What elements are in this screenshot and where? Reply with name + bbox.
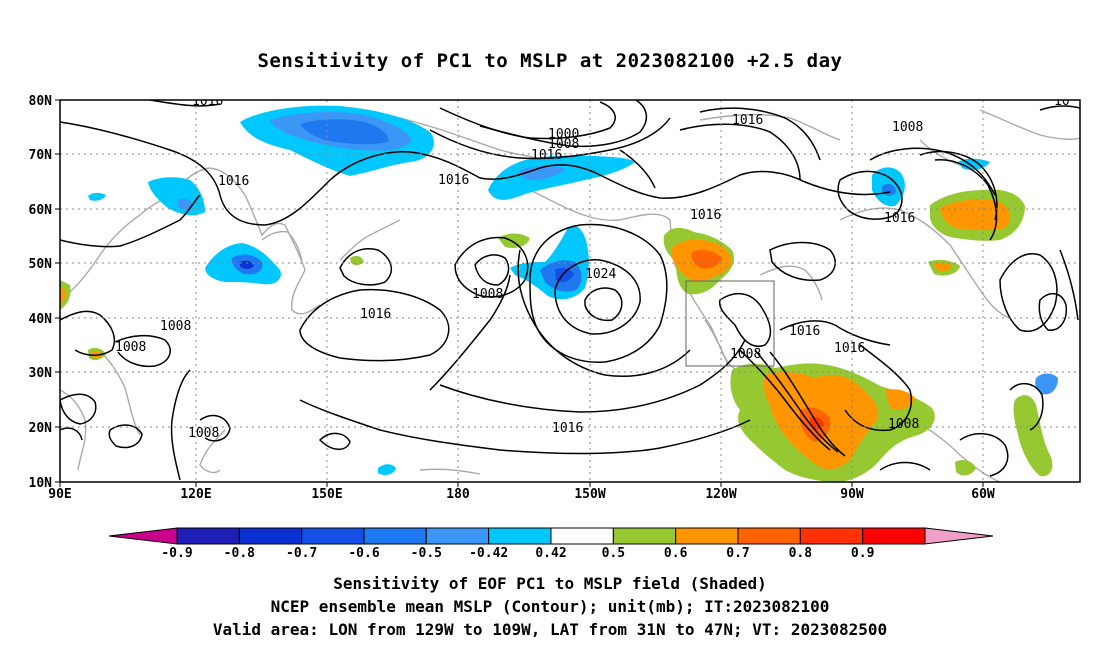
contour-label: 1008 — [730, 347, 761, 362]
colorbar-swatch — [363, 527, 427, 545]
colorbar-label: -0.6 — [348, 546, 379, 561]
colorbar-label: 0.9 — [851, 546, 874, 561]
contour-label: 1016 — [789, 324, 820, 339]
lat-label-60n: 60N — [29, 203, 53, 218]
colorbar-label: -0.9 — [161, 546, 192, 561]
map-figure: 1016 1016 1016 1016 1016 1016 1016 1016 … — [29, 94, 1081, 561]
colorbar-label: 0.7 — [726, 546, 749, 561]
colorbar-swatch — [612, 527, 677, 545]
lon-label-150e: 150E — [311, 487, 342, 502]
lat-label-30n: 30N — [29, 366, 53, 381]
contour-labels: 1016 1016 1016 1016 1016 1016 1016 1016 … — [115, 94, 1070, 441]
lat-label-50n: 50N — [29, 257, 53, 272]
colorbar-arrow-low — [108, 527, 178, 545]
caption-line-2: NCEP ensemble mean MSLP (Contour); unit(… — [270, 597, 830, 616]
lon-label-90e: 90E — [48, 487, 71, 502]
contour-label: 1016 — [531, 148, 562, 163]
latitude-labels: 80N 70N 60N 50N 40N 30N 20N 10N — [29, 94, 53, 491]
colorbar-label: 0.42 — [535, 546, 566, 561]
colorbar — [108, 527, 994, 545]
contour-label: 1016 — [690, 208, 721, 223]
contour-label: 10 — [1054, 94, 1070, 109]
lon-label-150w: 150W — [574, 487, 605, 502]
lat-lon-grid — [60, 100, 1080, 482]
lon-label-90w: 90W — [840, 487, 864, 502]
map-title: Sensitivity of PC1 to MSLP at 2023082100… — [257, 50, 843, 72]
colorbar-swatch — [425, 527, 490, 545]
colorbar-swatch — [238, 527, 303, 545]
lat-label-10n: 10N — [29, 476, 53, 491]
lon-label-120e: 120E — [180, 487, 211, 502]
colorbar-label: -0.8 — [224, 546, 255, 561]
lat-label-20n: 20N — [29, 421, 53, 436]
caption-line-3: Valid area: LON from 129W to 109W, LAT f… — [212, 620, 888, 639]
contour-label: 1008 — [188, 426, 219, 441]
colorbar-swatch — [176, 527, 240, 545]
contour-label: 1016 — [218, 174, 249, 189]
colorbar-swatch — [301, 527, 365, 545]
colorbar-label: -0.5 — [411, 546, 442, 561]
colorbar-label: 0.8 — [789, 546, 813, 561]
contour-label: 1016 — [192, 94, 223, 109]
colorbar-labels: -0.9 -0.8 -0.7 -0.6 -0.5 -0.42 0.42 0.5 … — [161, 546, 874, 561]
contour-label: 1016 — [732, 113, 763, 128]
contour-label: 1008 — [472, 287, 503, 302]
colorbar-label: -0.7 — [286, 546, 317, 561]
contour-label: 1008 — [115, 340, 146, 355]
lat-label-70n: 70N — [29, 148, 53, 163]
contour-label: 1016 — [438, 173, 469, 188]
contour-label: 1008 — [548, 137, 579, 152]
contour-label: 1000 — [548, 127, 579, 142]
colorbar-swatch — [550, 527, 614, 545]
colorbar-swatch — [488, 527, 552, 545]
contour-label: 1024 — [585, 267, 616, 282]
axis-ticks — [55, 99, 984, 487]
colorbar-swatch — [862, 527, 926, 545]
contour-label: 1008 — [888, 417, 919, 432]
longitude-labels: 90E 120E 150E 180 150W 120W 90W 60W — [48, 487, 995, 502]
colorbar-swatch — [737, 527, 801, 545]
contour-label: 1016 — [552, 421, 583, 436]
lat-label-40n: 40N — [29, 312, 53, 327]
lon-label-180: 180 — [446, 487, 470, 502]
lon-label-60w: 60W — [971, 487, 995, 502]
contour-label: 1016 — [360, 307, 391, 322]
caption-line-1: Sensitivity of EOF PC1 to MSLP field (Sh… — [333, 574, 767, 593]
contour-label: 1016 — [884, 211, 915, 226]
contour-label: 1008 — [892, 120, 923, 135]
mslp-contours — [60, 100, 1080, 481]
sensitivity-shading — [60, 105, 1058, 482]
map-frame — [59, 99, 1081, 483]
lat-label-80n: 80N — [29, 94, 53, 109]
colorbar-label: 0.5 — [602, 546, 625, 561]
valid-area-box — [685, 280, 775, 367]
contour-label: 1016 — [834, 341, 865, 356]
contour-label: 1008 — [160, 319, 191, 334]
colorbar-arrow-high — [924, 527, 994, 545]
lon-label-120w: 120W — [705, 487, 736, 502]
colorbar-label: -0.42 — [469, 546, 508, 561]
colorbar-swatch — [799, 527, 864, 545]
colorbar-swatch — [675, 527, 739, 545]
colorbar-label: 0.6 — [664, 546, 688, 561]
